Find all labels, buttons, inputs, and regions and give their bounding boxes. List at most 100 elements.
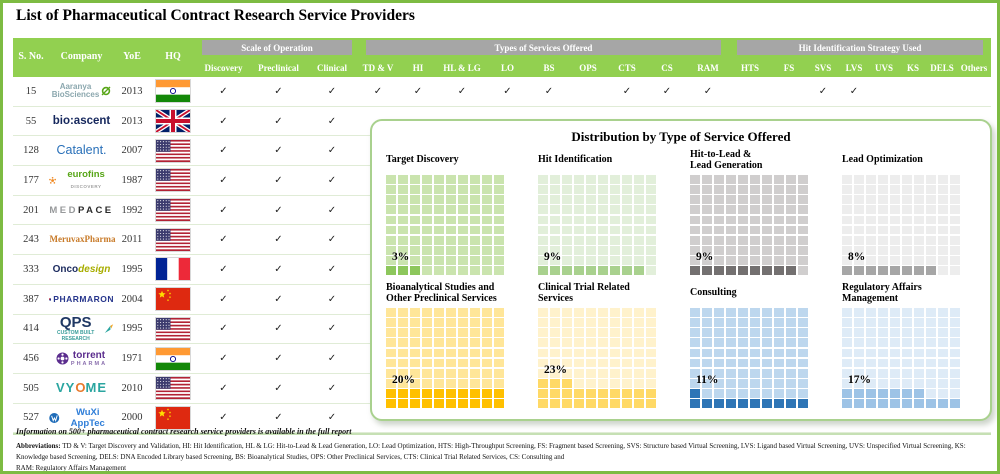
waffle-cell [561,215,573,225]
check-cell: ✓ [251,205,306,216]
waffle-cell [493,235,504,245]
waffle-cell [701,266,713,275]
company-logo: Aaranya BioSciences [49,82,114,101]
waffle-cell [633,338,645,348]
waffle-cell [901,348,913,358]
waffle-cell [645,235,656,245]
waffle-cell [493,246,504,255]
waffle-cell [609,368,621,378]
waffle-cell [573,399,585,408]
waffle-cell [701,308,713,317]
waffle-cell [585,328,597,337]
waffle-cell [749,266,761,275]
waffle-percent: 20% [392,373,415,386]
waffle-cell [865,389,877,398]
waffle-cell [913,256,925,265]
waffle-cell [925,389,937,398]
logo-part: MeruvaxPharma [49,234,116,245]
waffle-cell [925,235,937,245]
waffle-cell [386,225,397,235]
waffle-cell [457,389,469,398]
waffle-cell [481,256,493,265]
check-cell: ✓ [196,116,251,127]
waffle-cell [493,358,504,368]
waffle-cell [397,318,409,327]
cell-sno: 243 [23,234,39,246]
waffle-cell [901,318,913,327]
column-header: HQ [165,51,181,63]
waffle-cell [386,368,397,378]
company-logo-text: QPS CUSTOM BUILT RESEARCH [49,315,102,342]
company-logo: MEDPACE [49,205,114,216]
waffle-cell [773,348,785,358]
waffle-cell [457,246,469,255]
waffle-cell [853,225,865,235]
waffle-cell [865,358,877,368]
waffle-cell [573,246,585,255]
waffle-cell [538,389,549,398]
waffle-cell [865,318,877,327]
waffle-cell [561,246,573,255]
waffle-cell [421,348,433,358]
waffle-cell [409,308,421,317]
waffle-cell [397,225,409,235]
waffle-cell [785,348,797,358]
waffle-cell [761,175,773,184]
waffle-cell [761,225,773,235]
check-icon: ✓ [327,353,337,365]
waffle-cell [713,399,725,408]
waffle-cell [749,399,761,408]
waffle-cell [785,266,797,275]
waffle-cell [865,368,877,378]
waffle-cell [469,205,481,215]
check-cell: ✓ [306,294,358,305]
waffle-cell [457,368,469,378]
waffle-cell [493,318,504,327]
waffle-cell [949,328,960,337]
waffle-cell [386,358,397,368]
waffle-cell [457,256,469,265]
waffle-cell [493,379,504,388]
waffle-cell [725,348,737,358]
waffle-cell [937,338,949,348]
waffle-cell [573,185,585,194]
waffle-cell [433,358,445,368]
waffle-cell [633,318,645,327]
waffle-cell [889,338,901,348]
waffle-cell [773,399,785,408]
waffle-cell [561,358,573,368]
waffle-cell [493,195,504,204]
waffle-area: 11% [690,308,808,408]
waffle-cell [725,195,737,204]
waffle-cell [549,256,561,265]
waffle-cell [773,175,785,184]
waffle-cell [538,185,549,194]
check-cell: ✓ [398,86,438,97]
waffle-cell [573,318,585,327]
flag-icon-us [155,376,191,401]
cell-sno: 387 [23,293,39,305]
waffle-cell [549,318,561,327]
waffle-cell [901,358,913,368]
waffle-cell [409,399,421,408]
waffle-cell [585,205,597,215]
waffle-cell [481,338,493,348]
waffle-cell [538,338,549,348]
waffle-cell [725,368,737,378]
cell-sno: 15 [25,85,37,97]
waffle-cell [597,368,609,378]
waffle-cell [409,266,421,275]
waffle-cell [749,368,761,378]
waffle-cell [889,225,901,235]
waffle-cell [725,338,737,348]
check-cell: ✓ [839,86,869,97]
waffle-cell [397,175,409,184]
waffle-cell [925,308,937,317]
waffle-cell [690,175,701,184]
waffle-cell [949,246,960,255]
waffle-cell [785,246,797,255]
waffle-cell [409,235,421,245]
waffle-cell [386,205,397,215]
waffle-cell [549,235,561,245]
waffle-cell [725,256,737,265]
